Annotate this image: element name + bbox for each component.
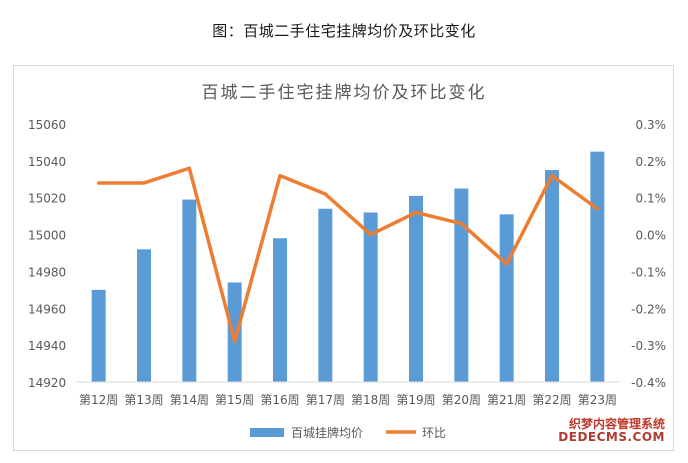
bar: [91, 289, 106, 382]
legend: 百城挂牌均价 环比: [250, 426, 446, 440]
watermark: 织梦内容管理系统 DEDECMS.COM: [558, 416, 665, 444]
line-point: [414, 211, 418, 214]
left-tick-label: 15040: [28, 155, 66, 169]
line-point: [188, 167, 191, 170]
legend-line-label: 环比: [422, 426, 446, 440]
right-tick-label: -0.3%: [631, 339, 666, 353]
right-tick-label: 0.3%: [636, 118, 667, 132]
x-tick-label: 第14周: [170, 393, 209, 407]
x-tick-label: 第22周: [532, 393, 571, 407]
left-tick-label: 15020: [28, 192, 66, 206]
line-point: [505, 262, 508, 266]
left-tick-label: 15000: [28, 229, 66, 243]
bar: [454, 188, 469, 382]
line-point: [97, 181, 100, 185]
x-tick-label: 第19周: [396, 393, 435, 407]
x-tick-label: 第15周: [215, 393, 254, 407]
chart-frame: 百城二手住宅挂牌均价及环比变化 14920 14940 14960 14980 1500…: [13, 65, 674, 451]
combo-chart: 百城二手住宅挂牌均价及环比变化 14920 14940 14960 14980 1500…: [28, 83, 666, 440]
x-tick-label: 第12周: [79, 393, 118, 407]
line-point: [278, 174, 282, 177]
x-tick-label: 第16周: [260, 393, 299, 407]
left-axis: 14920 14940 14960 14980 15000 15020 15040 15060: [28, 118, 66, 390]
right-tick-label: -0.4%: [631, 376, 666, 390]
right-tick-label: 0.1%: [636, 192, 667, 206]
page-caption: 图：百城二手住宅挂牌均价及环比变化: [212, 22, 476, 40]
x-tick-label: 第18周: [351, 393, 390, 407]
bar: [137, 249, 151, 382]
line-path: [96, 166, 600, 344]
left-tick-label: 14980: [28, 265, 66, 279]
bar: [590, 151, 605, 382]
right-tick-label: -0.1%: [631, 265, 666, 279]
bar: [227, 282, 242, 382]
line-series: [96, 166, 600, 344]
right-tick-label: -0.2%: [631, 302, 666, 316]
right-tick-label: 0.0%: [636, 229, 667, 243]
line-point: [369, 233, 372, 236]
bar: [182, 199, 197, 382]
line-point: [460, 222, 463, 225]
left-tick-label: 15060: [28, 118, 66, 132]
x-tick-label: 第23周: [578, 393, 617, 407]
line-point: [233, 340, 236, 343]
right-tick-label: 0.2%: [636, 155, 667, 169]
right-axis: -0.4% -0.3% -0.2% -0.1% 0.0% 0.1% 0.2% 0.3%: [631, 118, 666, 390]
x-tick-label: 第21周: [487, 393, 526, 407]
watermark-line1: 织梦内容管理系统: [568, 416, 665, 431]
bar: [273, 238, 287, 382]
legend-bar-swatch: [250, 428, 284, 437]
chart-title: 百城二手住宅挂牌均价及环比变化: [202, 83, 487, 103]
bar: [363, 212, 378, 382]
bar: [499, 214, 514, 382]
x-tick-label: 第20周: [442, 393, 481, 407]
bar-series: [91, 151, 605, 382]
legend-bar-label: 百城挂牌均价: [291, 426, 363, 440]
line-point: [550, 174, 554, 177]
bar: [318, 208, 333, 382]
line-point: [596, 207, 599, 210]
left-tick-label: 14940: [28, 339, 66, 353]
x-axis: 第12周 第13周 第14周 第15周 第16周 第17周 第18周 第19周 第20周 第21周…: [79, 393, 617, 407]
x-tick-label: 第13周: [124, 393, 163, 407]
watermark-line2: DEDECMS.COM: [558, 429, 665, 444]
left-tick-label: 14960: [28, 302, 66, 316]
bar: [545, 170, 559, 382]
bar: [409, 195, 423, 382]
left-tick-label: 14920: [28, 376, 66, 390]
x-tick-label: 第17周: [306, 393, 345, 407]
line-point: [142, 181, 146, 185]
line-point: [324, 192, 327, 196]
